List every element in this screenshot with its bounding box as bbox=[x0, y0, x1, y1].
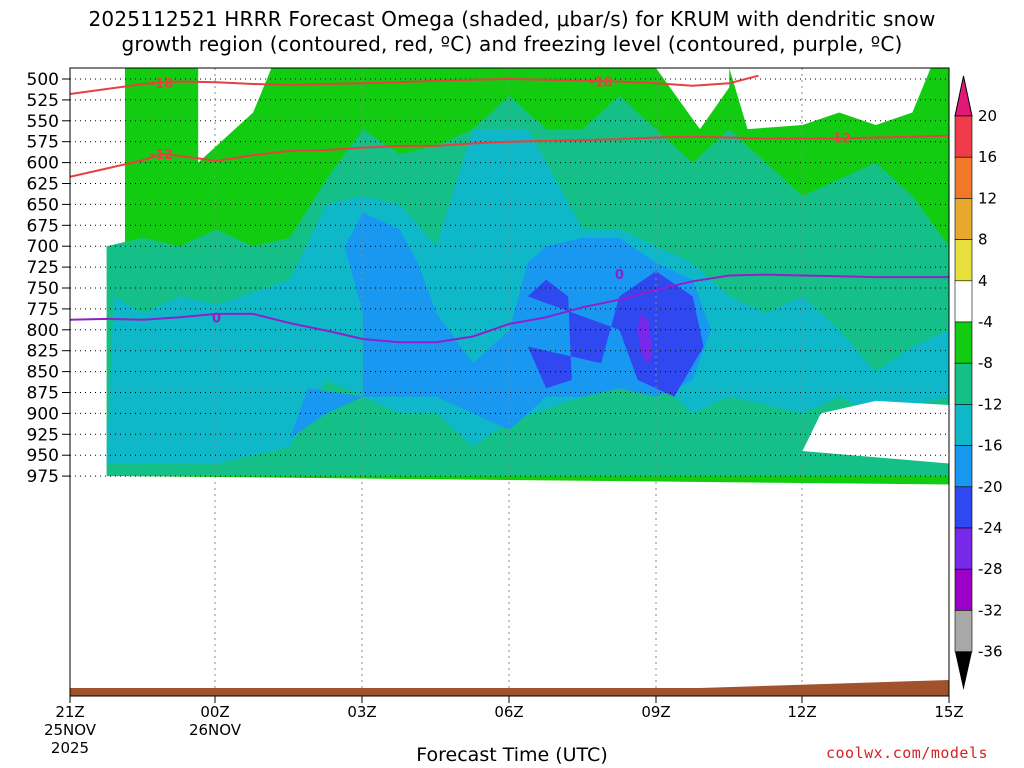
omega-region-3 bbox=[527, 271, 704, 397]
colorbar-bin-4 bbox=[954, 280, 973, 323]
y-tick-label-11: 775 bbox=[27, 300, 59, 320]
colorbar-bottom-arrow bbox=[955, 651, 972, 690]
x-tick-label-3: 06Z bbox=[494, 703, 523, 721]
contour-label-1: -18 bbox=[589, 76, 613, 91]
y-tick-label-16: 900 bbox=[27, 404, 59, 424]
omega-shading bbox=[106, 68, 949, 485]
colorbar-tick-4: 4 bbox=[978, 272, 988, 290]
colorbar-top-arrow bbox=[954, 75, 973, 117]
y-tick-label-1: 525 bbox=[27, 91, 59, 111]
colorbar-tick-6: -8 bbox=[978, 354, 993, 372]
chart-title-line2: growth region (contoured, red, ºC) and f… bbox=[121, 32, 903, 56]
y-tick-label-14: 850 bbox=[27, 363, 59, 383]
x-tick-label-4: 09Z bbox=[641, 703, 670, 721]
contour-0-2 bbox=[70, 273, 949, 344]
colorbar-bin-9 bbox=[954, 486, 973, 529]
x-tick-date-1: 26NOV bbox=[189, 721, 242, 739]
terrain-fill bbox=[70, 680, 949, 696]
y-tick-label-8: 700 bbox=[27, 237, 59, 257]
omega-gap-upper bbox=[729, 68, 931, 130]
x-tick-label-2: 03Z bbox=[347, 703, 376, 721]
y-axis-pressure: 5005255505756006256506757007257507758008… bbox=[27, 70, 70, 487]
y-tick-label-10: 750 bbox=[27, 279, 59, 299]
x-tick-year-0: 2025 bbox=[51, 739, 89, 757]
colorbar-bin-12 bbox=[954, 610, 973, 652]
colorbar-tick-11: -28 bbox=[978, 560, 1003, 578]
colorbar-bin-0 bbox=[954, 115, 973, 158]
contour--18-0 bbox=[70, 74, 759, 95]
colorbar-tick-10: -24 bbox=[978, 519, 1003, 537]
y-tick-label-7: 675 bbox=[27, 216, 59, 236]
x-tick-date-0: 25NOV bbox=[44, 721, 97, 739]
credit-text: coolwx.com/models bbox=[826, 744, 989, 762]
colorbar-tick-1: 16 bbox=[978, 148, 997, 166]
colorbar-tick-9: -20 bbox=[978, 478, 1003, 496]
y-tick-label-15: 875 bbox=[27, 384, 59, 404]
x-tick-label-0: 21Z bbox=[55, 703, 84, 721]
terrain-ground bbox=[70, 680, 949, 696]
y-tick-label-4: 600 bbox=[27, 154, 59, 174]
contour-labels: -18 -18 -12 -12 0 0 bbox=[150, 76, 851, 327]
chart-title-line1: 2025112521 HRRR Forecast Omega (shaded, … bbox=[88, 7, 936, 31]
omega-gap-lower bbox=[802, 400, 949, 464]
colorbar-tick-0: 20 bbox=[978, 107, 997, 125]
y-tick-label-13: 825 bbox=[27, 342, 59, 362]
contour-label-4: 0 bbox=[212, 311, 221, 326]
y-tick-label-3: 575 bbox=[27, 133, 59, 153]
y-tick-label-2: 550 bbox=[27, 112, 59, 132]
contour--12-1 bbox=[70, 134, 949, 178]
y-tick-label-19: 975 bbox=[27, 467, 59, 487]
y-tick-label-6: 650 bbox=[27, 195, 59, 215]
y-tick-label-0: 500 bbox=[27, 70, 59, 90]
contour-lines bbox=[70, 74, 949, 344]
x-tick-label-6: 15Z bbox=[934, 703, 963, 721]
y-tick-label-9: 725 bbox=[27, 258, 59, 278]
y-tick-label-18: 950 bbox=[27, 446, 59, 466]
colorbar-bin-2 bbox=[954, 198, 973, 240]
contour-label-5: 0 bbox=[615, 268, 624, 283]
colorbar-legend: 20 16 12 8 4 -4 -8 -12 -16 -20 -24 -28 -32 -36 bbox=[954, 75, 1003, 690]
colorbar-tick-7: -12 bbox=[978, 395, 1003, 413]
x-tick-label-5: 12Z bbox=[787, 703, 816, 721]
x-tick-label-1: 00Z bbox=[200, 703, 229, 721]
colorbar-bin-3 bbox=[954, 239, 973, 282]
contour-label-2: -12 bbox=[150, 148, 174, 163]
colorbar-bin-5 bbox=[954, 321, 973, 364]
colorbar-tick-8: -16 bbox=[978, 437, 1003, 455]
omega-region-4 bbox=[637, 313, 653, 364]
y-tick-label-12: 800 bbox=[27, 321, 59, 341]
colorbar-tick-12: -32 bbox=[978, 601, 1003, 619]
y-tick-label-17: 925 bbox=[27, 425, 59, 445]
colorbar-bin-7 bbox=[954, 404, 973, 446]
colorbar-bin-11 bbox=[954, 568, 973, 611]
x-axis-title: Forecast Time (UTC) bbox=[416, 744, 608, 766]
colorbar-tick-2: 12 bbox=[978, 189, 997, 207]
colorbar-tick-13: -36 bbox=[978, 643, 1003, 661]
colorbar-bin-6 bbox=[954, 362, 973, 405]
colorbar-tick-5: -4 bbox=[978, 313, 993, 331]
contour-label-0: -18 bbox=[150, 77, 174, 92]
y-tick-label-5: 625 bbox=[27, 175, 59, 195]
colorbar-bin-8 bbox=[954, 445, 973, 488]
colorbar-bin-1 bbox=[954, 156, 973, 199]
colorbar-tick-3: 8 bbox=[978, 231, 988, 249]
colorbar-bin-10 bbox=[954, 527, 973, 570]
omega-region-2 bbox=[289, 212, 711, 439]
contour-label-3: -12 bbox=[827, 132, 851, 147]
